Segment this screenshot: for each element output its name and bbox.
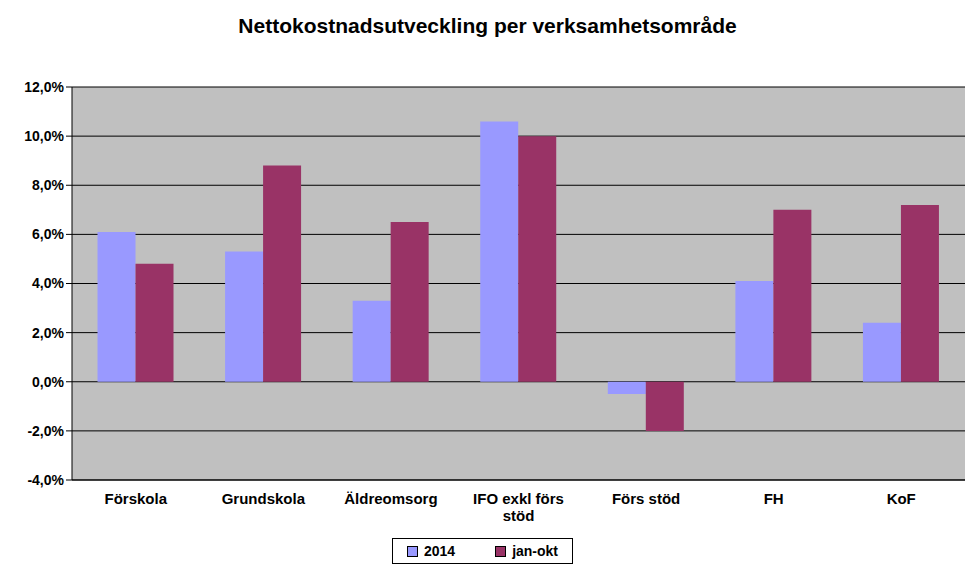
svg-text:Förs stöd: Förs stöd [612, 490, 680, 507]
svg-text:KoF: KoF [887, 490, 916, 507]
svg-text:-2,0%: -2,0% [27, 423, 64, 439]
svg-text:2,0%: 2,0% [32, 325, 64, 341]
svg-text:Grundskola: Grundskola [222, 490, 306, 507]
svg-text:10,0%: 10,0% [24, 128, 64, 144]
html-text:jan-okt: jan-okt [512, 543, 558, 559]
svg-text:FH: FH [764, 490, 784, 507]
html-text:2014: 2014 [424, 543, 456, 559]
svg-text:4,0%: 4,0% [32, 275, 64, 291]
svg-text:12,0%: 12,0% [24, 79, 64, 95]
html-text:Nettokostnadsutveckling per ve: Nettokostnadsutveckling per verksamhetso… [238, 14, 737, 37]
svg-text:IFO exkl försstöd: IFO exkl försstöd [473, 490, 564, 524]
svg-text:-4,0%: -4,0% [27, 472, 64, 488]
svg-text:8,0%: 8,0% [32, 177, 64, 193]
svg-text:Äldreomsorg: Äldreomsorg [344, 490, 437, 507]
svg-text:6,0%: 6,0% [32, 226, 64, 242]
svg-text:Förskola: Förskola [105, 490, 168, 507]
svg-text:0,0%: 0,0% [32, 374, 64, 390]
